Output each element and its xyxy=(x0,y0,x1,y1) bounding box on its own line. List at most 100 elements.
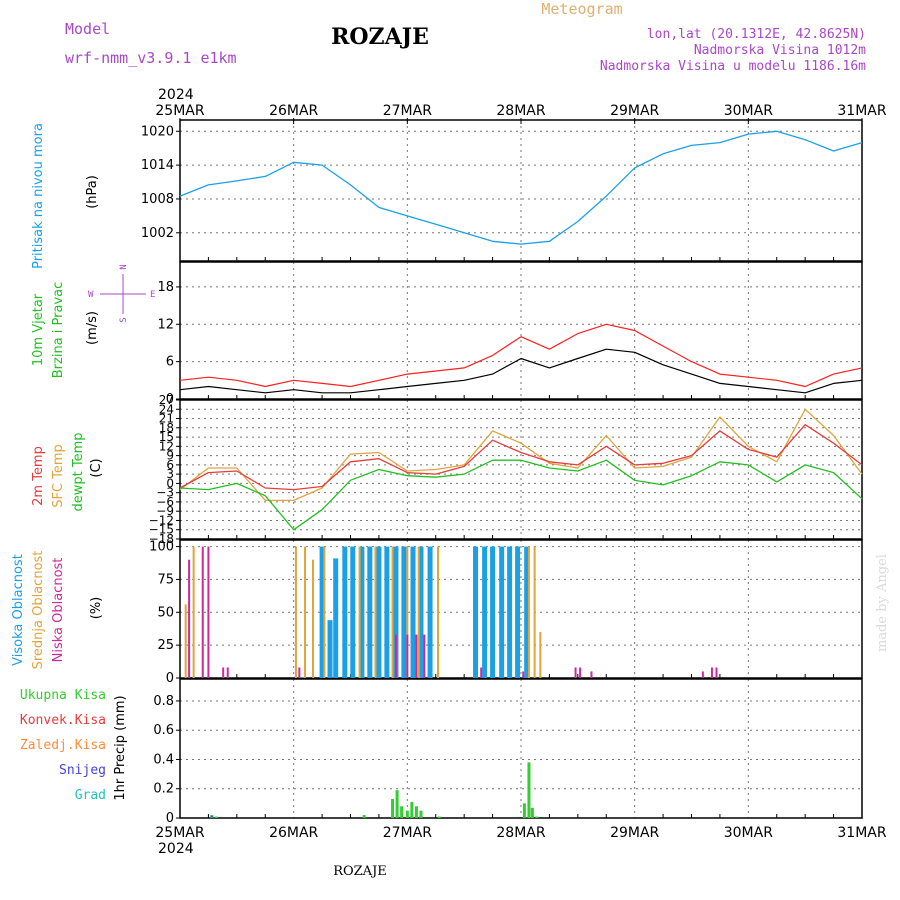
sfc-ylabel: SFC Temp xyxy=(51,444,66,508)
high-cloud-bar xyxy=(350,546,356,678)
low-cloud-bar xyxy=(226,667,229,678)
low-cloud-bar xyxy=(574,667,577,678)
mid-cloud-bar xyxy=(184,604,187,678)
bottom-date-label: 25MAR xyxy=(155,825,204,841)
wind-ytick-label: 18 xyxy=(157,280,174,295)
total-precip-bar xyxy=(527,762,531,818)
temperature-ytick-label: 27 xyxy=(159,393,174,407)
low-cloud-bar xyxy=(710,667,713,678)
temperature-ytick-label: 15 xyxy=(159,430,174,444)
temperature-ytick-label: −3 xyxy=(156,486,174,500)
compass-north: N xyxy=(119,264,129,269)
temperature-ytick-label: 24 xyxy=(159,402,174,416)
mid-cloud-bar xyxy=(358,546,361,678)
temperature-ytick-label: 6 xyxy=(166,458,174,472)
high-cloud-bar xyxy=(524,546,530,678)
mid-cloud-bar xyxy=(304,546,307,678)
compass-east: E xyxy=(150,290,155,300)
cloud-unit: (%) xyxy=(89,597,104,620)
precip-legend: Ukupna Kisa Konvek.Kisa Zaledj.Kisa Snij… xyxy=(20,688,106,803)
mid-cloud-bar xyxy=(311,559,314,678)
low-cloud-bar xyxy=(207,546,210,678)
precip-ylabel: 1hr Precip (mm) xyxy=(113,695,128,800)
pressure-panel-frame xyxy=(179,119,863,262)
low-cloud-bar xyxy=(394,634,397,678)
temperature-ytick-label: 3 xyxy=(166,467,174,481)
temperature-ytick-label: 21 xyxy=(159,412,174,426)
high-cloud-bar xyxy=(299,677,305,678)
bottom-date-label: 27MAR xyxy=(383,825,432,841)
high-cloud-bar xyxy=(319,546,325,678)
legend-freezing-rain: Zaledj.Kisa xyxy=(20,738,106,753)
precip-ytick-label: 0.8 xyxy=(153,694,174,709)
mid-cloud-bar xyxy=(417,546,420,678)
station-title: ROZAJE xyxy=(331,24,429,50)
top-year-label: 2024 xyxy=(158,87,194,103)
t2m-ylabel: 2m Temp xyxy=(31,446,46,506)
wind-ytick-label: 6 xyxy=(166,355,174,370)
elevation-label: Nadmorska Visina 1012m xyxy=(694,43,866,58)
mid-cloud-bar xyxy=(437,546,440,678)
high-cloud-bar xyxy=(418,546,424,678)
high-cloud-bar xyxy=(427,546,433,678)
dewpt-ylabel: dewpt Temp xyxy=(71,432,86,511)
mid-cloud-bar xyxy=(533,546,536,678)
mid-cloud-bar xyxy=(374,546,377,678)
compass-south: S xyxy=(119,317,129,322)
high-cloud-bar xyxy=(515,546,521,678)
snow-precip-bar xyxy=(210,815,213,818)
high-cloud-bar xyxy=(507,546,513,678)
model-elevation-label: Nadmorska Visina u modelu 1186.16m xyxy=(600,59,866,74)
low-cloud-bar xyxy=(222,667,225,678)
temperature-ytick-label: −15 xyxy=(149,523,174,537)
temperature-ytick-label: −9 xyxy=(156,504,174,518)
high-cloud-bar xyxy=(482,546,488,678)
model-label: Model xyxy=(65,20,110,38)
mid-cloud-bar xyxy=(527,546,530,678)
wind-ylabel-sub: Brzina i Pravac xyxy=(51,282,66,379)
cloud-ytick-label: 0 xyxy=(166,671,174,686)
cloud-ytick-label: 50 xyxy=(157,605,174,620)
wind-ytick-label: 12 xyxy=(157,317,174,332)
mid-cloud-ylabel: Srednja Oblacnost xyxy=(31,551,46,670)
temperature-ytick-label: −6 xyxy=(156,495,174,509)
high-cloud-bar xyxy=(333,558,339,678)
legend-total-rain: Ukupna Kisa xyxy=(20,688,106,703)
wind-panel-frame xyxy=(179,261,863,400)
low-cloud-bar xyxy=(423,634,426,678)
sfc-temp-line xyxy=(179,408,863,502)
top-date-label: 26MAR xyxy=(269,103,318,119)
wind-ytick-label: 0 xyxy=(166,392,174,407)
legend-convective-rain: Konvek.Kisa xyxy=(20,713,106,728)
top-date-label: 31MAR xyxy=(837,103,886,119)
low-cloud-bar xyxy=(188,559,191,678)
high-cloud-bar xyxy=(499,546,505,678)
bottom-date-label: 31MAR xyxy=(837,825,886,841)
low-cloud-bar xyxy=(701,671,704,678)
total-precip-bar xyxy=(214,816,218,818)
total-precip-bar xyxy=(530,807,534,818)
cloud-panel-frame xyxy=(179,539,863,679)
product-title: Meteogram xyxy=(541,0,622,18)
low-cloud-bar xyxy=(406,634,409,678)
pressure-ytick-label: 1014 xyxy=(141,158,174,173)
temperature-ytick-label: 0 xyxy=(166,476,174,490)
temperature-ytick-label: −12 xyxy=(149,513,174,527)
temperature-ytick-label: 12 xyxy=(159,439,174,453)
credit-label: made by Angel xyxy=(875,554,890,652)
top-date-label: 27MAR xyxy=(383,103,432,119)
high-cloud-bar xyxy=(367,546,373,678)
cloud-ytick-label: 100 xyxy=(149,540,174,555)
temperature-ytick-label: 18 xyxy=(159,421,174,435)
bottom-date-label: 29MAR xyxy=(610,825,659,841)
high-cloud-bar xyxy=(327,620,333,678)
total-precip-bar xyxy=(419,810,423,818)
chart-marks: 1002100810141020061218−18−15−12−9−6−3036… xyxy=(141,103,887,841)
low-cloud-bar xyxy=(590,671,593,678)
bottom-date-label: 30MAR xyxy=(724,825,773,841)
wind-speed-line xyxy=(179,348,863,394)
coords-label: lon,lat (20.1312E, 42.8625N) xyxy=(647,27,866,42)
top-date-label: 29MAR xyxy=(610,103,659,119)
total-precip-bar xyxy=(391,798,395,818)
